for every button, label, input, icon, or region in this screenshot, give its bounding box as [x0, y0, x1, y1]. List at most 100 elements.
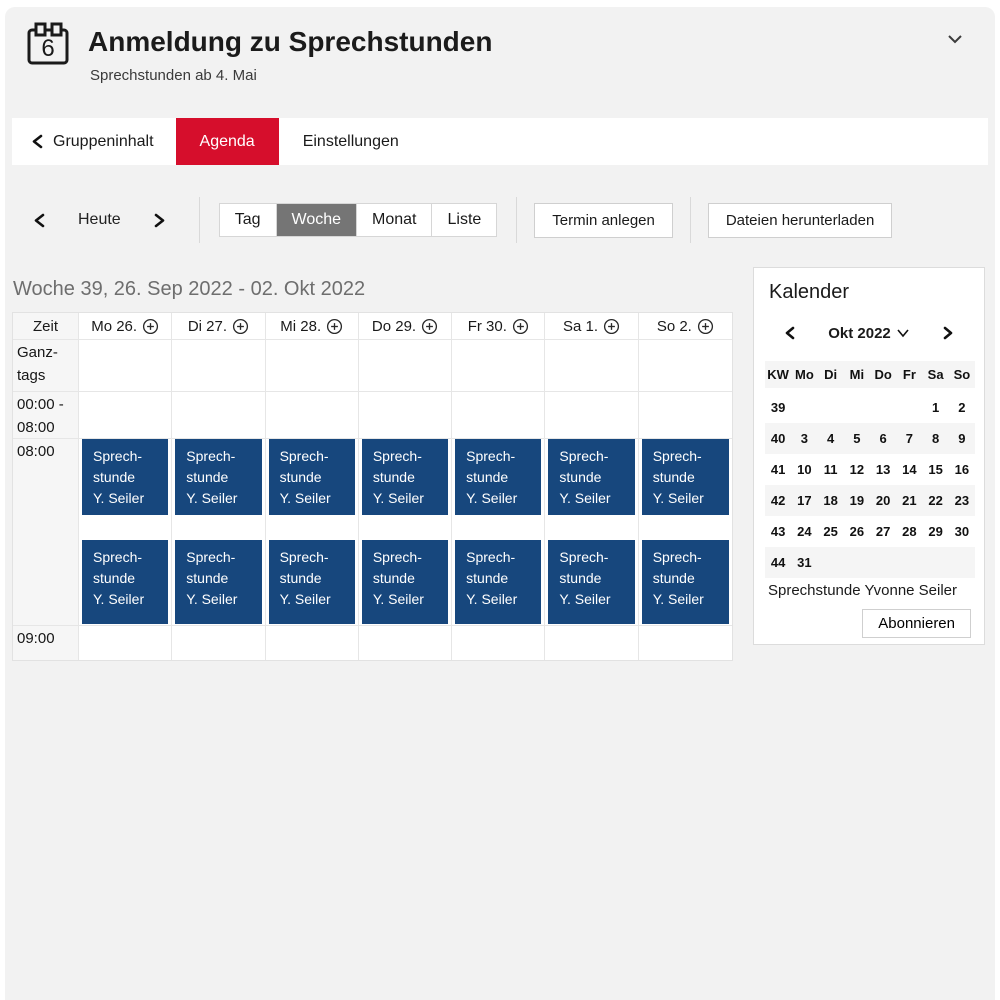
event-sprechstunde[interactable]: Sprech-stunde Y. Seiler — [175, 439, 262, 515]
toolbar-divider — [198, 197, 200, 243]
prev-month-button[interactable] — [776, 320, 802, 346]
mini-calendar-day[interactable]: 16 — [954, 462, 970, 477]
event-sprechstunde[interactable]: Sprech-stunde Y. Seiler — [641, 439, 729, 515]
mini-calendar-day — [843, 547, 870, 578]
add-event-icon[interactable] — [603, 318, 620, 335]
mini-calendar-day[interactable]: 31 — [791, 547, 818, 578]
chevron-right-icon — [943, 326, 953, 340]
agenda-cell — [265, 340, 359, 392]
day-events-cell: Sprech-stunde Y. Seiler Sprech-stunde Y. Se… — [265, 439, 359, 626]
add-event-icon[interactable] — [421, 318, 438, 335]
view-toggle-monat[interactable]: Monat — [357, 204, 433, 236]
tab-einstellungen-label: Einstellungen — [302, 132, 399, 150]
next-month-button[interactable] — [936, 320, 962, 346]
day-column-header: Fr 30. — [452, 313, 546, 340]
mini-calendar-day[interactable]: 28 — [902, 524, 917, 539]
page-title: Anmeldung zu Sprechstunden — [88, 26, 493, 57]
subscribe-button[interactable]: Abonnieren — [862, 609, 971, 638]
event-sprechstunde[interactable]: Sprech-stunde Y. Seiler — [82, 540, 169, 624]
mini-calendar-day[interactable]: 30 — [954, 524, 970, 539]
tab-back-gruppeninhalt[interactable]: Gruppeninhalt — [12, 118, 176, 165]
download-files-button[interactable]: Dateien herunterladen — [707, 202, 893, 238]
mini-calendar-day[interactable]: 23 — [948, 485, 975, 516]
mini-calendar-day[interactable]: 8 — [922, 423, 949, 454]
add-event-icon[interactable] — [232, 318, 249, 335]
mini-calendar-weekday-header: KW — [765, 361, 792, 388]
mini-calendar-day[interactable]: 21 — [896, 485, 923, 516]
mini-calendar-day[interactable]: 13 — [875, 462, 891, 477]
agenda-cell — [545, 626, 639, 660]
mini-calendar-day[interactable]: 15 — [928, 462, 943, 477]
view-toggle-liste[interactable]: Liste — [432, 204, 497, 236]
event-sprechstunde[interactable]: Sprech-stunde Y. Seiler — [175, 540, 262, 624]
mini-calendar-day[interactable]: 1 — [932, 400, 940, 415]
event-sprechstunde[interactable]: Sprech-stunde Y. Seiler — [641, 540, 729, 624]
mini-calendar-day[interactable]: 27 — [875, 524, 891, 539]
agenda-cell — [358, 626, 453, 660]
mini-calendar-day[interactable]: 4 — [817, 423, 844, 454]
time-label-0900: 09:00 — [13, 626, 79, 660]
event-sprechstunde[interactable]: Sprech-stunde Y. Seiler — [268, 439, 355, 515]
mini-calendar-day[interactable]: 12 — [849, 462, 865, 477]
next-week-button[interactable] — [145, 205, 175, 235]
event-sprechstunde[interactable]: Sprech-stunde Y. Seiler — [455, 439, 542, 515]
mini-calendar-day[interactable]: 11 — [823, 462, 838, 477]
add-event-icon[interactable] — [512, 318, 529, 335]
day-events-cell: Sprech-stunde Y. Seiler Sprech-stunde Y. Se… — [545, 439, 639, 626]
prev-week-button[interactable] — [24, 205, 54, 235]
view-toggle-group: Tag Woche Monat Liste — [218, 203, 498, 237]
mini-calendar-day[interactable]: 22 — [922, 485, 949, 516]
event-sprechstunde[interactable]: Sprech-stunde Y. Seiler — [361, 540, 449, 624]
mini-calendar-day[interactable]: 14 — [902, 462, 917, 477]
event-sprechstunde[interactable]: Sprech-stunde Y. Seiler — [548, 540, 635, 624]
mini-calendar-day[interactable]: 25 — [823, 524, 838, 539]
mini-calendar-day[interactable]: 6 — [870, 423, 897, 454]
time-label-all-day: Ganz-tags — [13, 340, 79, 392]
mini-calendar-day[interactable]: 17 — [791, 485, 818, 516]
mini-calendar-day[interactable]: 20 — [870, 485, 897, 516]
view-toggle-woche[interactable]: Woche — [276, 204, 358, 236]
today-button[interactable]: Heute — [78, 211, 121, 228]
tab-einstellungen[interactable]: Einstellungen — [279, 118, 423, 165]
calendar-icon: 6 — [27, 22, 69, 65]
chevron-down-icon — [897, 329, 909, 338]
create-appointment-button[interactable]: Termin anlegen — [534, 202, 673, 238]
event-sprechstunde[interactable]: Sprech-stunde Y. Seiler — [548, 439, 635, 515]
mini-calendar-day — [896, 547, 923, 578]
event-sprechstunde[interactable]: Sprech-stunde Y. Seiler — [455, 540, 542, 624]
day-column-header: Mi 28. — [265, 313, 359, 340]
chevron-down-icon[interactable] — [944, 28, 966, 50]
time-label-early-slot: 00:00 -08:00 — [13, 392, 79, 439]
day-events-cell: Sprech-stunde Y. Seiler Sprech-stunde Y. Se… — [79, 439, 173, 626]
agenda-cell — [358, 340, 453, 392]
day-events-cell: Sprech-stunde Y. Seiler Sprech-stunde Y. Se… — [638, 439, 732, 626]
tab-agenda[interactable]: Agenda — [175, 118, 279, 165]
mini-calendar-day[interactable]: 3 — [791, 423, 818, 454]
event-sprechstunde[interactable]: Sprech-stunde Y. Seiler — [268, 540, 355, 624]
agenda-cell — [79, 626, 173, 660]
mini-calendar-day[interactable]: 9 — [948, 423, 975, 454]
mini-calendar-day[interactable]: 18 — [817, 485, 844, 516]
day-events-cell: Sprech-stunde Y. Seiler Sprech-stunde Y. Se… — [358, 439, 453, 626]
mini-calendar-day[interactable]: 5 — [843, 423, 870, 454]
day-header-label: Mo 26. — [91, 317, 138, 335]
event-sprechstunde[interactable]: Sprech-stunde Y. Seiler — [82, 439, 169, 515]
mini-calendar-day[interactable]: 24 — [797, 524, 812, 539]
mini-calendar-day[interactable]: 7 — [896, 423, 923, 454]
mini-calendar-day[interactable]: 29 — [928, 524, 943, 539]
event-sprechstunde[interactable]: Sprech-stunde Y. Seiler — [361, 439, 449, 515]
mini-calendar-day — [817, 547, 844, 578]
add-event-icon[interactable] — [326, 318, 343, 335]
mini-calendar-day[interactable]: 26 — [849, 524, 865, 539]
mini-calendar-day[interactable]: 10 — [797, 462, 812, 477]
add-event-icon[interactable] — [697, 318, 714, 335]
chevron-right-icon — [154, 213, 165, 227]
mini-calendar-day — [870, 392, 896, 423]
mini-calendar-day[interactable]: 2 — [958, 400, 966, 415]
view-toggle-tag[interactable]: Tag — [219, 204, 277, 236]
add-event-icon[interactable] — [142, 318, 159, 335]
day-header-label: Sa 1. — [563, 317, 599, 335]
mini-calendar-day[interactable]: 19 — [843, 485, 870, 516]
mini-calendar-day — [896, 392, 922, 423]
month-select[interactable]: Okt 2022 — [828, 325, 910, 342]
